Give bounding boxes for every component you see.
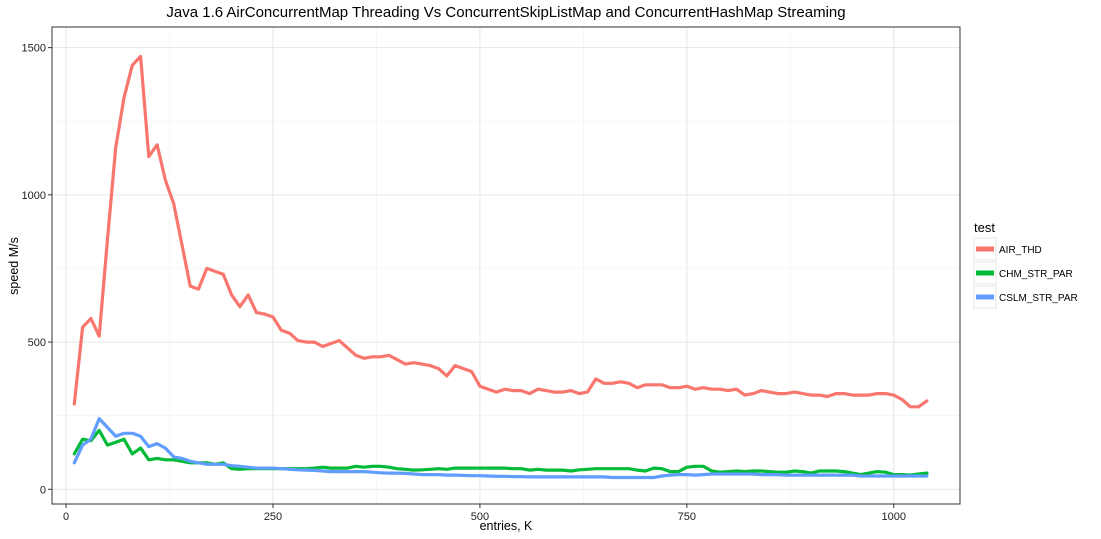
- legend-title: test: [974, 220, 995, 235]
- x-tick-label: 250: [264, 511, 282, 523]
- plot-border: [51, 26, 961, 505]
- x-tick-label: 500: [471, 511, 489, 523]
- x-tick-label: 1000: [882, 511, 906, 523]
- legend-label: CHM_STR_PAR: [999, 269, 1073, 280]
- plot-panel: [51, 26, 961, 505]
- y-axis: 0 500 1000 1500: [22, 43, 52, 496]
- series-line-air-thd: [72, 54, 929, 409]
- x-axis: 0 250 500 750 1000: [63, 504, 906, 523]
- y-tick-label: 1500: [22, 43, 46, 55]
- series-lines: [72, 54, 929, 480]
- x-tick-label: 750: [678, 511, 696, 523]
- chart-title: Java 1.6 AirConcurrentMap Threading Vs C…: [166, 4, 845, 21]
- legend-label: AIR_THD: [999, 245, 1042, 256]
- gridlines: [52, 27, 960, 504]
- y-axis-title: speed M/s: [7, 237, 21, 295]
- legend-label: CSLM_STR_PAR: [999, 293, 1078, 304]
- series-line-cslm-str-par: [72, 417, 929, 480]
- legend: test AIR_THD CHM_STR_PAR CSLM_STR_PAR: [973, 220, 1078, 309]
- y-tick-label: 500: [28, 337, 46, 349]
- x-axis-title: entries, K: [480, 519, 533, 533]
- plot-area: [51, 26, 961, 505]
- x-tick-label: 0: [63, 511, 69, 523]
- y-tick-label: 1000: [22, 190, 46, 202]
- y-tick-label: 0: [40, 484, 46, 496]
